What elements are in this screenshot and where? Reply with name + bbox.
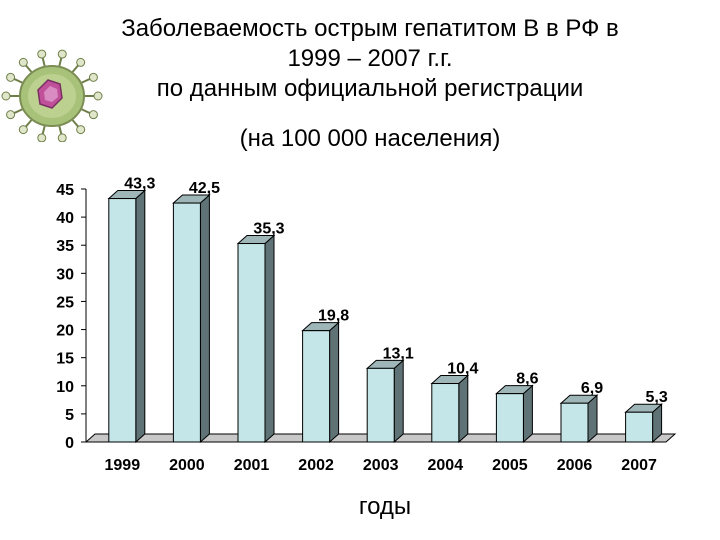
bar-front [431,383,460,443]
y-tick-label: 30 [56,266,74,283]
x-tick-label: 2003 [363,457,399,474]
x-tick-label: 2006 [557,457,593,474]
bar [430,374,470,444]
y-tick-label: 40 [56,210,74,227]
chart-title: Заболеваемость острым гепатитом В в РФ в… [60,14,680,104]
chart-title-line-2: 1999 – 2007 г.г. [287,45,453,72]
data-label: 6,9 [581,380,603,397]
y-tick-label: 10 [56,379,74,396]
bar-front [172,202,201,443]
y-tick-label: 35 [56,238,74,255]
x-tick-label: 2001 [234,457,270,474]
y-tick-label: 45 [56,182,74,199]
bar [365,359,405,444]
data-label: 42,5 [189,180,220,197]
y-tick-label: 20 [56,323,74,340]
x-tick-label: 2004 [428,457,464,474]
bar-front [366,367,395,443]
chart-title-line-3: по данным официальной регистрации [156,75,584,102]
bar-side [135,189,146,444]
bar [495,384,534,444]
x-tick-label: 2000 [169,457,205,474]
bar-front [302,330,331,443]
bar-side [458,374,469,444]
bar-side [264,234,275,444]
virus-icon [1,49,103,142]
x-tick-label: 1999 [105,457,141,474]
bar-front [237,243,266,443]
bar-front [495,393,524,443]
chart-title-line-1: Заболеваемость острым гепатитом В в РФ в [121,15,619,42]
x-axis-label: годы [358,493,412,520]
bar [172,193,211,444]
y-tick-label: 0 [65,435,74,452]
bar [559,394,599,444]
y-tick-label: 15 [56,351,74,368]
bar-side [522,384,533,444]
y-tick-label: 25 [56,294,74,311]
chart-subtitle: (на 100 000 населения) [239,125,501,152]
x-tick-label: 2002 [298,457,334,474]
data-label: 10,4 [447,361,478,378]
x-tick-label: 2005 [492,457,528,474]
bar-front [560,402,589,443]
bar [301,321,340,444]
bar [624,403,663,444]
data-label: 5,3 [645,389,667,406]
data-label: 35,3 [253,221,284,238]
y-tick-label: 5 [65,407,74,424]
data-label: 8,6 [516,371,538,388]
bar-side [329,321,340,444]
bar-front [625,411,654,443]
data-label: 43,3 [124,176,155,193]
data-label: 19,8 [318,308,349,325]
bar-side [393,359,404,444]
x-tick-label: 2007 [621,457,657,474]
bar [107,189,147,444]
bar [236,234,276,444]
bar-side [199,193,210,444]
data-label: 13,1 [383,345,414,362]
bar-front [108,198,137,443]
